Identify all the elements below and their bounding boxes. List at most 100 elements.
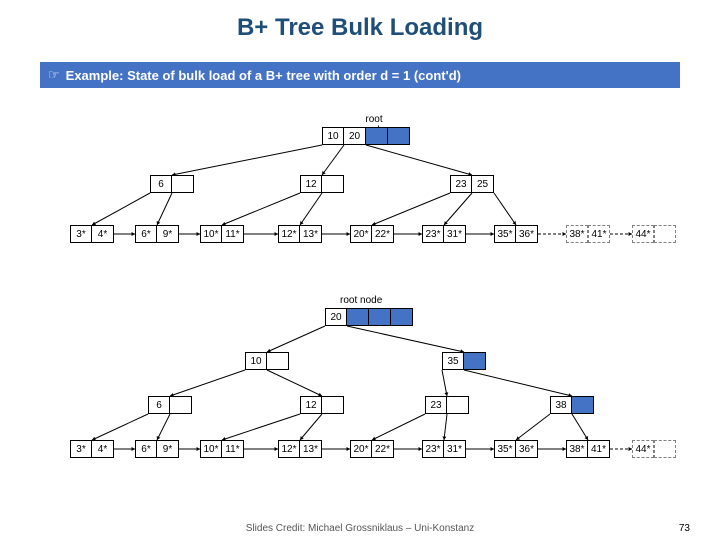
node-cell: 36* (516, 225, 538, 243)
node-cell: 38* (566, 440, 588, 458)
tree-1: rootnode102061223253*4*6*9*10*11*12*13*2… (40, 110, 680, 270)
node-cell: 6 (150, 175, 172, 193)
tree-2: root node20103561223383*4*6*9*10*11*12*1… (40, 290, 680, 490)
node-cell: 23 (425, 396, 447, 414)
node-cell: 22* (372, 225, 394, 243)
node-cell: 41* (588, 225, 610, 243)
page-number: 73 (679, 523, 690, 534)
node-cell: 13* (300, 440, 322, 458)
tree-node: 3*4* (70, 225, 114, 243)
node-cell: 9* (157, 440, 179, 458)
tree-node: 12 (300, 396, 344, 414)
node-cell: 12 (300, 175, 322, 193)
node-cell: 10 (245, 352, 267, 370)
node-cell (391, 308, 413, 326)
root-label: root node (340, 295, 382, 306)
footer-credit: Slides Credit: Michael Grossniklaus – Un… (246, 523, 474, 534)
tree-node: 6*9* (135, 225, 179, 243)
node-cell (464, 352, 486, 370)
node-cell: 4* (92, 225, 114, 243)
tree-node: 2325 (450, 175, 494, 193)
node-cell (654, 225, 676, 243)
node-cell: 12* (278, 225, 300, 243)
node-cell (267, 352, 289, 370)
tree-node: 20*22* (350, 440, 394, 458)
tree-node: 44* (632, 440, 676, 458)
tree-node: 1020 (322, 127, 410, 145)
node-cell (172, 175, 194, 193)
node-cell (447, 396, 469, 414)
tree-node: 35*36* (494, 440, 538, 458)
node-cell (170, 396, 192, 414)
node-cell: 3* (70, 225, 92, 243)
tree-node: 23 (425, 396, 469, 414)
node-cell (369, 308, 391, 326)
node-cell: 31* (444, 440, 466, 458)
node-cell (347, 308, 369, 326)
tree-node: 44* (632, 225, 676, 243)
node-cell: 4* (92, 440, 114, 458)
node-cell: 6* (135, 440, 157, 458)
node-cell: 38 (550, 396, 572, 414)
node-cell: 3* (70, 440, 92, 458)
node-cell: 22* (372, 440, 394, 458)
tree-node: 35 (442, 352, 486, 370)
tree-node: 6*9* (135, 440, 179, 458)
node-cell: 35* (494, 440, 516, 458)
node-cell: 23 (450, 175, 472, 193)
hand-icon: ☞ (48, 67, 60, 83)
tree-node: 20 (325, 308, 413, 326)
node-cell: 11* (222, 225, 244, 243)
node-cell: 44* (632, 225, 654, 243)
node-cell (388, 127, 410, 145)
node-cell: 20 (344, 127, 366, 145)
example-text: Example: State of bulk load of a B+ tree… (66, 68, 461, 83)
tree-node: 12*13* (278, 440, 322, 458)
node-cell (654, 440, 676, 458)
node-cell (322, 396, 344, 414)
tree-node: 38*41* (566, 225, 610, 243)
tree-node: 10*11* (200, 225, 244, 243)
node-cell (322, 175, 344, 193)
node-cell: 13* (300, 225, 322, 243)
node-cell: 23* (422, 225, 444, 243)
node-cell: 12 (300, 396, 322, 414)
node-cell: 35* (494, 225, 516, 243)
node-cell: 36* (516, 440, 538, 458)
tree-node: 38*41* (566, 440, 610, 458)
node-cell: 44* (632, 440, 654, 458)
tree-node: 6 (150, 175, 194, 193)
node-cell: 31* (444, 225, 466, 243)
node-cell: 9* (157, 225, 179, 243)
node-cell (366, 127, 388, 145)
node-cell: 10* (200, 440, 222, 458)
node-cell: 20* (350, 440, 372, 458)
tree-node: 38 (550, 396, 594, 414)
page-title: B+ Tree Bulk Loading (0, 14, 720, 42)
node-cell: 12* (278, 440, 300, 458)
footer: Slides Credit: Michael Grossniklaus – Un… (0, 523, 720, 534)
node-cell: 35 (442, 352, 464, 370)
node-cell: 20 (325, 308, 347, 326)
node-cell: 10* (200, 225, 222, 243)
tree-node: 35*36* (494, 225, 538, 243)
tree-node: 12*13* (278, 225, 322, 243)
node-cell: 38* (566, 225, 588, 243)
tree-node: 20*22* (350, 225, 394, 243)
node-cell: 23* (422, 440, 444, 458)
node-cell: 11* (222, 440, 244, 458)
node-cell: 6* (135, 225, 157, 243)
node-cell: 6 (148, 396, 170, 414)
node-cell: 10 (322, 127, 344, 145)
tree-node: 3*4* (70, 440, 114, 458)
tree-node: 10 (245, 352, 289, 370)
tree-node: 23*31* (422, 440, 466, 458)
node-cell (572, 396, 594, 414)
node-cell: 25 (472, 175, 494, 193)
tree-node: 10*11* (200, 440, 244, 458)
tree-node: 6 (148, 396, 192, 414)
node-cell: 20* (350, 225, 372, 243)
node-cell: 41* (588, 440, 610, 458)
tree-node: 23*31* (422, 225, 466, 243)
example-bar: ☞ Example: State of bulk load of a B+ tr… (40, 62, 680, 88)
